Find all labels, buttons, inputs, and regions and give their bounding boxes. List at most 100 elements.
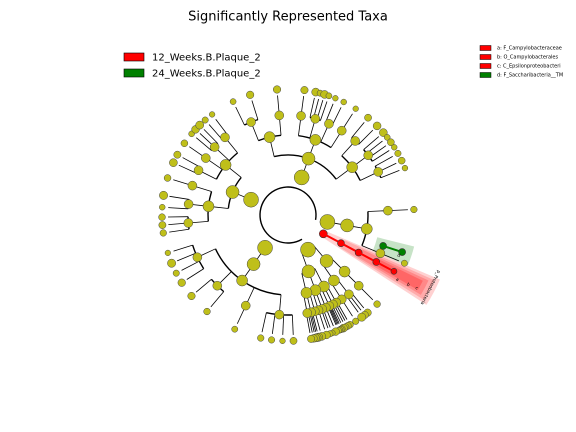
branch (351, 122, 365, 139)
branch (173, 244, 193, 252)
taxa-swatch (479, 54, 492, 60)
taxon-node (353, 280, 364, 291)
branch (375, 155, 393, 167)
taxon-node (159, 204, 166, 211)
taxon-node (229, 98, 237, 105)
branch (195, 137, 212, 151)
taxon-node (257, 240, 273, 256)
taxon-node (401, 164, 409, 172)
taxon-node (225, 185, 240, 199)
branch (186, 268, 204, 280)
taxon-node (187, 291, 196, 301)
taxon-node (268, 336, 276, 344)
taxa-label: b: O_Campylobacterales (497, 55, 558, 61)
taxon-node (324, 119, 334, 129)
taxon-node (173, 150, 182, 159)
taxon-node (159, 229, 167, 237)
taxon-node (231, 325, 239, 333)
branch (331, 107, 342, 126)
taxon-node (201, 116, 209, 124)
taxon-node (352, 105, 359, 112)
taxon-node (391, 144, 398, 151)
taxon-node (397, 156, 406, 165)
taxon-node (167, 258, 176, 268)
taxon-node (319, 214, 336, 230)
taxon-node (212, 280, 223, 291)
taxa-label: c: C_Epsilonproteobacteri (497, 64, 561, 70)
clade-label: d (396, 253, 401, 260)
taxon-node (240, 300, 251, 311)
taxon-node (257, 334, 265, 342)
branch (195, 278, 212, 293)
branch (210, 291, 225, 308)
taxon-node (300, 86, 309, 95)
taxon-node (246, 257, 261, 271)
taxon-node (220, 132, 230, 143)
taxon-node (209, 111, 216, 118)
taxon-node (338, 265, 351, 278)
taxa-label: d: F_Saccharibacteria__TM (497, 73, 563, 79)
taxon-node (236, 274, 248, 287)
taxa-swatch (479, 63, 492, 69)
branch (168, 207, 189, 210)
taxon-node (296, 111, 306, 121)
taxon-node (202, 200, 215, 213)
taxon-node (193, 165, 204, 176)
taxon-node (319, 254, 334, 268)
taxon-node (163, 174, 172, 182)
taxon-node (183, 199, 194, 209)
branch (178, 164, 198, 174)
branch (380, 169, 400, 179)
legend-label: 24_Weeks.B.Plaque_2 (152, 69, 261, 80)
taxon-node (219, 159, 232, 171)
taxon-node (340, 98, 347, 106)
taxon-node (183, 218, 194, 228)
taxon-node (364, 113, 372, 122)
taxon-node (180, 139, 189, 148)
taxon-node (274, 309, 285, 320)
branch (291, 314, 294, 335)
taxon-node (289, 337, 298, 345)
taxon-node (346, 161, 358, 173)
branch (363, 136, 380, 150)
branch (176, 252, 196, 262)
taxa-swatch (479, 72, 492, 78)
taxon-node (373, 300, 381, 308)
taxon-node (410, 205, 418, 214)
taxon-node (263, 131, 276, 143)
taxon-node (344, 289, 354, 300)
enriched-node (398, 248, 406, 256)
branch (309, 97, 315, 118)
branch (271, 314, 276, 335)
taxon-node (325, 92, 333, 100)
branch (182, 157, 201, 168)
taxon-node (350, 136, 360, 146)
taxon-node (169, 158, 178, 167)
taxon-node (203, 307, 211, 316)
taxon-node (372, 121, 382, 131)
taxon-node (195, 120, 205, 130)
taxon-node (246, 117, 256, 127)
taxon-node (336, 125, 347, 136)
branch (372, 150, 390, 162)
taxon-node (373, 167, 383, 177)
branch (358, 129, 374, 145)
title: Significantly Represented Taxa (188, 10, 388, 25)
taxon-node (272, 85, 282, 94)
branch (203, 129, 219, 144)
branch (325, 103, 334, 123)
taxon-node (243, 191, 259, 208)
legend-label: 12_Weeks.B.Plaque_2 (152, 53, 261, 64)
taxon-node (332, 95, 339, 102)
taxon-node (363, 150, 373, 161)
branch-arc (259, 186, 317, 244)
taxon-node (187, 180, 198, 191)
taxon-node (387, 138, 395, 146)
legend-swatch (123, 52, 145, 62)
taxon-node (340, 218, 354, 233)
branch (235, 106, 245, 126)
taxon-node (274, 110, 285, 121)
taxon-node (300, 287, 313, 299)
branch (169, 228, 190, 233)
